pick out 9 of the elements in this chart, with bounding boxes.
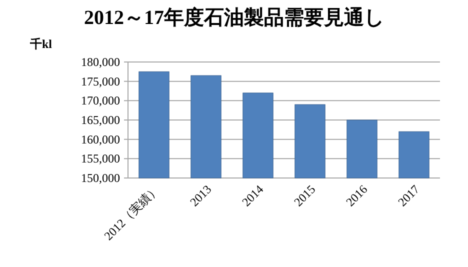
chart-title: 2012～17年度石油製品需要見通し [84,6,384,29]
y-tick-label: 160,000 [81,132,120,146]
y-tick-label: 180,000 [81,55,120,69]
y-axis-title: 千kl [29,37,53,51]
y-tick-label: 165,000 [81,113,120,127]
y-tick-label: 150,000 [81,171,120,185]
y-tick-label: 175,000 [81,74,120,88]
y-tick-label: 170,000 [81,94,120,108]
y-tick-label: 155,000 [81,152,120,166]
